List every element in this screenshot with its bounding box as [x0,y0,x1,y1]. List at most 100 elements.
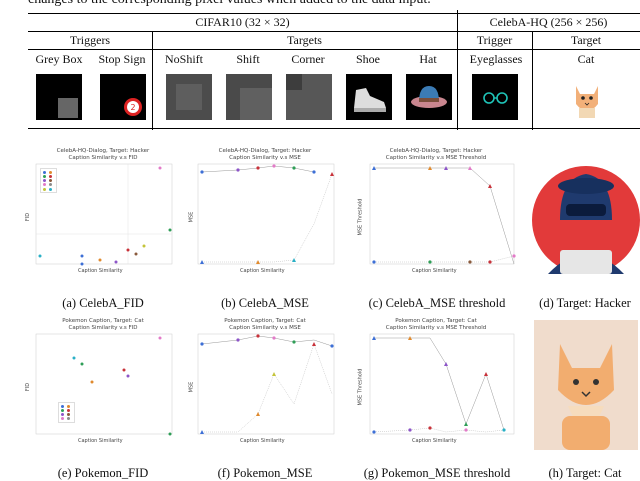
point-g [444,362,448,366]
point-a [38,254,42,258]
point-g [372,336,376,340]
point-c [488,184,492,188]
point-a [158,166,162,170]
point-c [468,260,472,264]
plot-a-title2: Caption Similarity v.s FID [68,155,138,161]
cat-image [534,320,638,450]
cat-target-image [564,74,610,120]
point-b [312,170,316,174]
point-c [372,260,376,264]
plot-f-xlabel: Caption Similarity [240,438,285,444]
point-g [408,428,412,432]
subheader-trigger: Trigger [476,33,513,47]
plot-g-xlabel: Caption Similarity [412,438,457,444]
point-a [126,248,130,252]
plot-a-xlabel: Caption Similarity [78,268,123,274]
hat-target-image [406,74,452,120]
point-g [464,422,468,426]
plot-f-axes [197,333,335,435]
panel-e: Pokemon Caption, Target: Cat Caption Sim… [25,318,178,446]
shoe-target-image [346,74,392,120]
point-c [468,166,472,170]
point-f [236,338,240,342]
point-c [428,166,432,170]
point-e [80,362,84,366]
point-b [200,260,204,264]
caption-e: (e) Pokemon_FID [57,466,149,480]
point-c [372,166,376,170]
plot-b-title1: CelebA-HQ-Dialog, Target: Hacker [218,148,312,154]
point-f [272,336,276,340]
point-g [408,336,412,340]
col-shift: Shift [236,52,260,66]
point-b [292,258,296,262]
point-f [330,344,334,348]
point-e [168,432,172,436]
point-b [330,172,334,176]
plot-c-ylabel: MSE Threshold [357,198,364,236]
subheader-targets: Targets [287,33,322,47]
caption-d: (d) Target: Hacker [539,296,631,310]
point-f [200,430,204,434]
col-eyeglasses: Eyeglasses [469,52,523,66]
point-b [236,168,240,172]
point-a [80,262,84,266]
plot-e-axes [35,333,173,436]
stop-sign-trigger-image: 2 [100,74,146,120]
hacker-image [530,150,640,290]
caption-c: (c) CelebA_MSE threshold [368,296,506,310]
trigger-target-table: CIFAR10 (32 × 32) CelebA-HQ (256 × 256) … [28,10,640,130]
plot-c-axes [369,163,516,265]
plot-f-title2: Caption Similarity v.s MSE [229,325,301,331]
eyeglasses-trigger-image [472,74,518,120]
point-c [488,260,492,264]
plot-c-xlabel: Caption Similarity [412,268,457,274]
noshift-target-image [166,74,212,120]
col-shoe: Shoe [356,52,380,66]
header-cifar: CIFAR10 (32 × 32) [195,15,290,29]
subheader-triggers: Triggers [69,33,111,47]
point-g [372,430,376,434]
point-g [464,428,468,432]
plot-b-title2: Caption Similarity v.s MSE [229,155,301,161]
point-b [256,260,260,264]
plot-b-xlabel: Caption Similarity [240,268,285,274]
point-b [200,170,204,174]
plot-f-ylabel: MSE [188,381,195,393]
caption-f: (f) Pokemon_MSE [217,466,313,480]
point-e [72,356,76,360]
point-e [158,336,162,340]
point-a [114,260,118,264]
header-celeba: CelebA-HQ (256 × 256) [489,15,608,29]
caption-g: (g) Pokemon_MSE threshold [363,466,511,480]
col-noshift: NoShift [164,52,203,66]
panel-g: Pokemon Caption, Target: Cat Caption Sim… [356,318,516,446]
col-cat: Cat [577,52,595,66]
col-stop-sign: Stop Sign [98,52,146,66]
col-hat: Hat [419,52,437,66]
plot-e-title2: Caption Similarity v.s FID [68,325,138,331]
corner-target-image [286,74,332,120]
point-c [428,260,432,264]
plot-g-title1: Pokemon Caption, Target: Cat [395,318,477,324]
panel-c: CelebA-HQ-Dialog, Target: Hacker Caption… [356,148,516,276]
point-e [122,368,126,372]
point-a [98,258,102,262]
plot-c-title2: Caption Similarity v.s MSE Threshold [385,155,487,161]
caption-h: (h) Target: Cat [548,466,622,480]
plot-a-ylabel: FID [25,212,32,222]
panel-b: CelebA-HQ-Dialog, Target: Hacker Caption… [188,148,340,276]
point-b [292,166,296,170]
point-f [256,334,260,338]
plot-a-legend [40,168,58,194]
plot-f-title1: Pokemon Caption, Target: Cat [224,318,306,324]
point-f [292,340,296,344]
point-a [142,244,146,248]
plot-g-axes [369,333,515,435]
point-f [312,342,316,346]
plot-a-axes [35,163,173,266]
plot-c-title1: CelebA-HQ-Dialog, Target: Hacker [389,148,483,154]
plot-b-ylabel: MSE [188,211,195,223]
point-g [484,372,488,376]
subheader-target: Target [570,33,602,47]
